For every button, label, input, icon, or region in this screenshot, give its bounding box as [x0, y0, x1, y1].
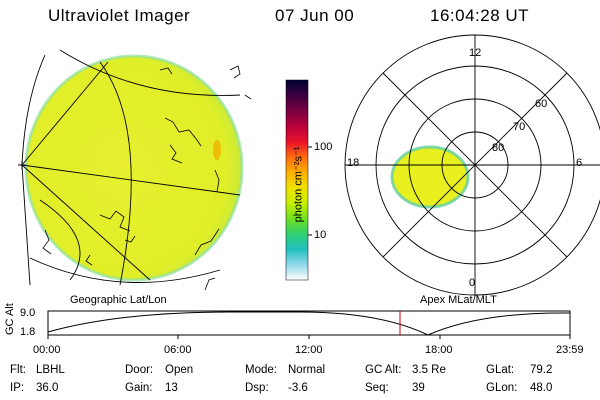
altitude-xtick-2359: 23:59	[556, 344, 584, 356]
geographic-image	[18, 49, 252, 291]
auroral-oval-blob	[392, 147, 468, 207]
altitude-ytick-9: 9.0	[20, 307, 36, 319]
instrument-title: Ultraviolet Imager	[48, 6, 191, 25]
info-mode-key: Mode:	[245, 364, 277, 376]
info-gain-key: Gain:	[125, 382, 153, 394]
info-glon-key: GLon:	[486, 382, 518, 394]
mlt-label-12: 12	[469, 47, 482, 59]
info-ip-value: 36.0	[36, 382, 59, 394]
colorbar-tick-10: 10	[314, 229, 327, 241]
info-dsp-value: -3.6	[288, 382, 308, 394]
colorbar	[285, 79, 312, 281]
date-label: 07 Jun 00	[275, 6, 355, 25]
altitude-xtick-0600: 06:00	[164, 344, 192, 356]
mlt-label-6: 6	[576, 157, 583, 169]
info-door-key: Door:	[125, 364, 154, 376]
mlt-label-18: 18	[347, 157, 360, 169]
lat-label-60: 60	[535, 98, 548, 110]
info-flt-value: LBHL	[36, 364, 65, 376]
altitude-xtick-0000: 00:00	[33, 344, 61, 356]
time-label: 16:04:28 UT	[430, 6, 530, 25]
info-glat-value: 79.2	[530, 364, 553, 376]
colorbar-tick-100: 100	[314, 141, 333, 153]
polar-plot	[344, 34, 600, 296]
lat-label-70: 70	[513, 121, 526, 133]
info-ip-key: IP:	[10, 382, 25, 394]
altitude-curve	[47, 311, 571, 336]
info-flt-key: Flt:	[10, 364, 26, 376]
lat-label-80: 80	[492, 142, 505, 154]
info-door-value: Open	[165, 364, 194, 376]
altitude-ytick-1-8: 1.8	[20, 326, 36, 338]
altitude-xtick-1200: 12:00	[295, 344, 323, 356]
info-glat-key: GLat:	[486, 364, 515, 376]
right-panel-label: Apex MLat/MLT	[420, 294, 497, 306]
info-glon-value: 48.0	[530, 382, 553, 394]
info-seq-value: 39	[412, 382, 425, 394]
info-gcalt-key: GC Alt:	[365, 364, 402, 376]
info-mode-value: Normal	[288, 364, 326, 376]
info-dsp-key: Dsp:	[245, 382, 269, 394]
polar-spokes	[345, 35, 600, 295]
geo-grid-lines	[21, 49, 241, 286]
left-panel-label: Geographic Lat/Lon	[70, 294, 167, 306]
info-seq-key: Seq:	[365, 382, 389, 394]
altitude-ylabel: GC Alt	[4, 303, 16, 335]
aurora-image-disk	[26, 56, 242, 280]
mlt-label-0: 0	[469, 277, 476, 289]
bright-spot	[213, 140, 221, 160]
coastlines	[42, 65, 252, 291]
altitude-xtick-1800: 18:00	[425, 344, 453, 356]
info-gain-value: 13	[165, 382, 178, 394]
colorbar-unit-label: photon cm⁻²s⁻¹	[292, 146, 305, 223]
info-gcalt-value: 3.5 Re	[412, 364, 446, 376]
altitude-plot	[47, 310, 571, 339]
subsolar-marker	[18, 161, 26, 169]
